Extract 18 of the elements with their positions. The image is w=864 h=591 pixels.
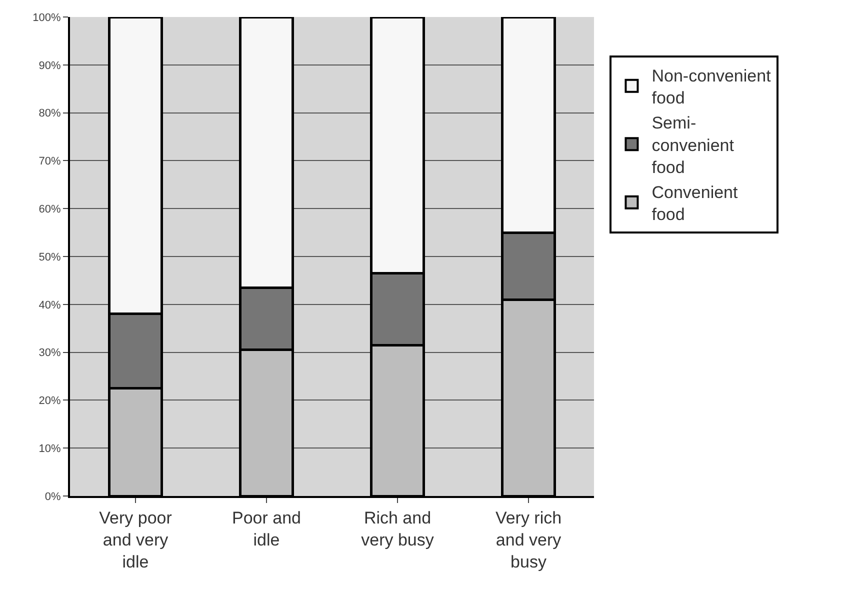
- y-tick-label: 20%: [38, 395, 62, 408]
- y-tick-label: 40%: [38, 299, 62, 312]
- legend-label: Semi-convenient food: [652, 114, 734, 177]
- y-tick-label: 10%: [38, 442, 62, 455]
- y-tick-label: 60%: [38, 203, 62, 216]
- x-tick-label: Very poor and very idle: [99, 508, 172, 572]
- y-tick-label: 100%: [32, 12, 62, 24]
- legend-label: Non-convenient food: [652, 66, 772, 108]
- y-tick-label: 50%: [38, 251, 62, 264]
- x-tick-label: Poor and idle: [232, 508, 301, 550]
- y-tick-label: 0%: [44, 490, 62, 503]
- y-tick-label: 70%: [38, 156, 62, 168]
- y-tick-label: 80%: [38, 108, 62, 120]
- legend-label: Convenient food: [652, 183, 738, 224]
- y-tick-label: 30%: [38, 347, 62, 360]
- x-tick-label: Very rich and very busy: [495, 508, 562, 572]
- y-tick-label: 90%: [38, 60, 62, 72]
- x-tick-label: Rich and very busy: [361, 508, 434, 550]
